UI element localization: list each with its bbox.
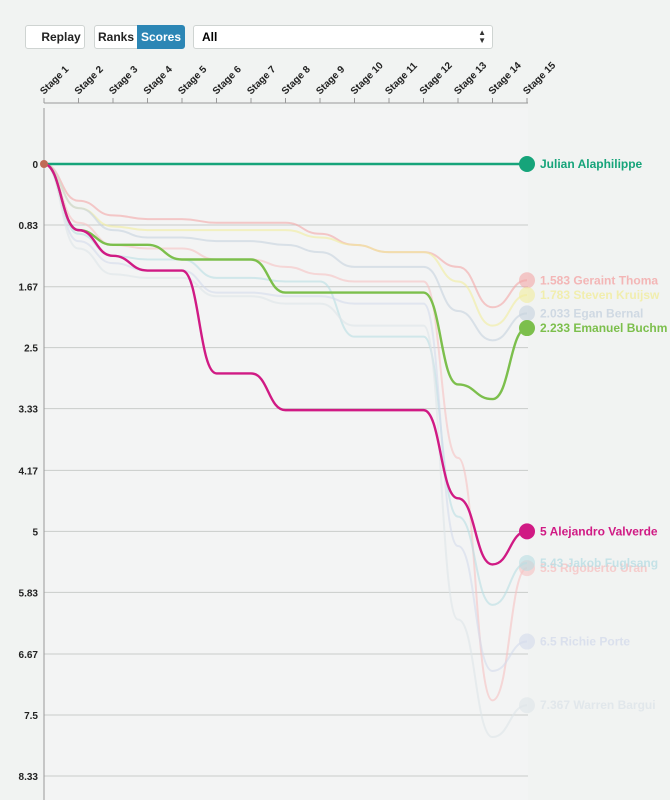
- x-tick-label: Stage 14: [487, 60, 524, 97]
- x-tick-label: Stage 3: [107, 64, 140, 97]
- x-tick-label: Stage 10: [349, 60, 386, 97]
- y-tick-label: 0: [32, 160, 38, 171]
- y-tick-label: 3.33: [19, 405, 39, 416]
- series-line: [43, 163, 528, 309]
- series-end-point: [519, 286, 535, 303]
- rider-filter-select[interactable]: All ▲ ▼: [193, 25, 493, 49]
- scores-label: Scores: [140, 30, 182, 44]
- series-line: [43, 163, 528, 606]
- series-line: [43, 163, 528, 342]
- x-tick-label: Stage 4: [142, 64, 175, 97]
- series-label: 6.5 Richie Porte: [540, 635, 630, 649]
- series-end-point: [519, 305, 535, 322]
- series-line: [43, 163, 528, 327]
- series-line: [43, 163, 528, 702]
- series-label: 2.033 Egan Bernal: [540, 306, 643, 320]
- series-line: [43, 162, 528, 401]
- y-tick-label: 2.5: [24, 344, 38, 355]
- x-tick-label: Stage 1: [38, 64, 71, 97]
- y-tick-label: 0.83: [19, 221, 39, 232]
- y-tick-label: 5.83: [19, 588, 39, 599]
- scores-toggle[interactable]: Scores: [137, 25, 185, 49]
- series-line: [43, 163, 528, 739]
- series-line: [43, 163, 528, 672]
- x-tick-label: Stage 11: [383, 60, 420, 97]
- x-tick-label: Stage 7: [245, 64, 278, 97]
- series-end-point: [519, 523, 535, 540]
- series-label: 2.233 Emanuel Buchm: [540, 321, 667, 335]
- series-end-point: [519, 554, 535, 571]
- series-label: Julian Alaphilippe: [540, 157, 643, 171]
- replay-icon: [33, 34, 39, 40]
- ranks-toggle[interactable]: Ranks: [94, 25, 138, 49]
- x-tick-label: Stage 12: [418, 60, 455, 97]
- series-label: 7.367 Warren Bargui: [540, 698, 656, 712]
- series-label: 5 Alejandro Valverde: [540, 524, 658, 538]
- select-arrows-icon: ▲ ▼: [478, 28, 486, 45]
- start-point: [40, 160, 48, 168]
- x-tick-label: Stage 13: [452, 60, 489, 97]
- replay-label: Replay: [41, 30, 81, 44]
- series-label: 5.43 Jakob Fuglsang: [540, 556, 658, 570]
- y-tick-label: 6.67: [19, 650, 39, 661]
- y-tick-label: 5: [32, 527, 38, 538]
- x-tick-label: Stage 2: [73, 64, 106, 97]
- x-tick-label: Stage 15: [521, 60, 558, 97]
- series-label: 1.583 Geraint Thoma: [540, 273, 658, 287]
- rider-filter-value: All: [202, 30, 218, 44]
- series-end-point: [519, 156, 535, 172]
- series-end-point: [519, 320, 535, 337]
- x-tick-label: Stage 8: [280, 64, 313, 97]
- series-end-point: [519, 697, 535, 714]
- series-line: [43, 162, 528, 566]
- chart-controls: Replay Ranks Scores All ▲ ▼: [25, 25, 495, 49]
- plot-area: [44, 108, 528, 800]
- series-end-point: [519, 272, 535, 289]
- x-tick-label: Stage 9: [314, 64, 347, 97]
- x-tick-label: Stage 6: [211, 64, 244, 97]
- ranks-label: Ranks: [97, 30, 135, 44]
- y-tick-label: 7.5: [24, 711, 38, 722]
- y-tick-label: 1.67: [19, 283, 39, 294]
- y-tick-label: 8.33: [19, 772, 39, 783]
- series-end-point: [519, 633, 535, 650]
- series-label: 5.5 Rigoberto Uran: [540, 561, 647, 575]
- x-tick-label: Stage 5: [176, 64, 209, 97]
- replay-button[interactable]: Replay: [25, 25, 85, 49]
- series-label: 1.783 Steven Kruijsw: [540, 288, 660, 302]
- y-tick-label: 4.17: [19, 466, 39, 477]
